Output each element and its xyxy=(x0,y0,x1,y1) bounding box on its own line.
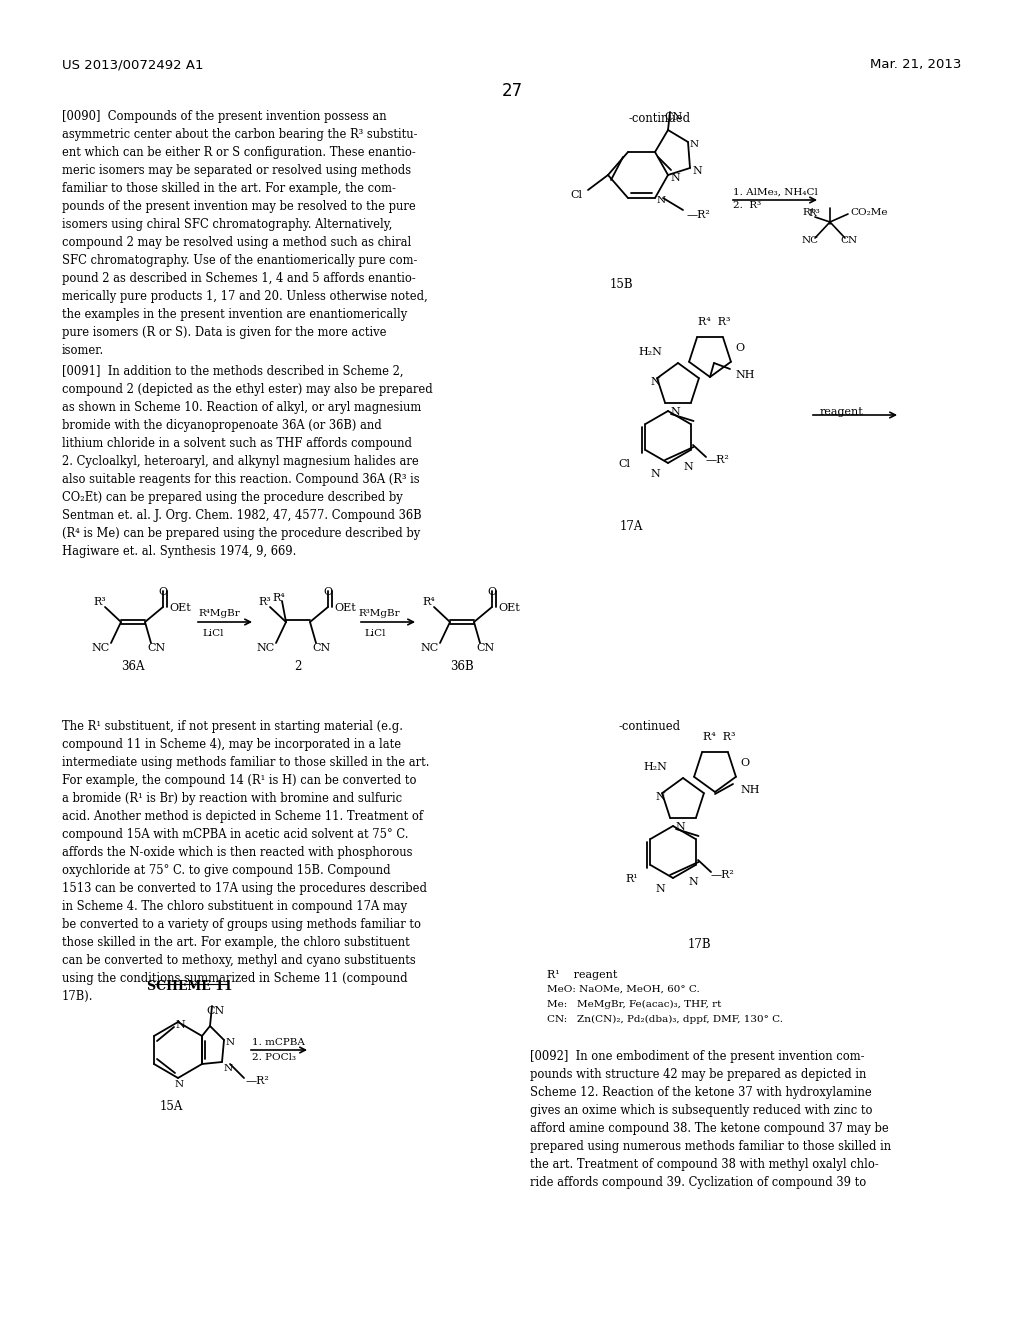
Text: H₂N: H₂N xyxy=(643,762,667,772)
Text: NC: NC xyxy=(91,643,110,653)
Text: CN:   Zn(CN)₂, Pd₂(dba)₃, dppf, DMF, 130° C.: CN: Zn(CN)₂, Pd₂(dba)₃, dppf, DMF, 130° … xyxy=(547,1015,783,1024)
Text: N: N xyxy=(655,884,665,894)
Text: 36A: 36A xyxy=(121,660,144,673)
Text: 2.  R³: 2. R³ xyxy=(733,201,761,210)
Text: N: N xyxy=(650,469,659,479)
Text: O: O xyxy=(487,587,496,597)
Text: N: N xyxy=(655,792,665,803)
Text: R⁴  R³: R⁴ R³ xyxy=(698,317,730,327)
Text: N: N xyxy=(650,378,659,387)
Text: -continued: -continued xyxy=(618,719,681,733)
Text: LiCl: LiCl xyxy=(202,630,223,638)
Text: 2. POCl₃: 2. POCl₃ xyxy=(252,1053,296,1063)
Text: 1. mCPBA: 1. mCPBA xyxy=(252,1038,305,1047)
Text: LiCl: LiCl xyxy=(364,630,385,638)
Text: N: N xyxy=(690,140,699,149)
Text: O: O xyxy=(158,587,167,597)
Text: R¹: R¹ xyxy=(625,874,638,884)
Text: N: N xyxy=(670,173,680,183)
Text: N: N xyxy=(226,1038,236,1047)
Text: NC: NC xyxy=(420,643,438,653)
Text: CN: CN xyxy=(476,643,495,653)
Text: [0090]  Compounds of the present invention possess an
asymmetric center about th: [0090] Compounds of the present inventio… xyxy=(62,110,428,356)
Text: —R²: —R² xyxy=(687,210,711,220)
Text: N: N xyxy=(175,1020,184,1030)
Text: The R¹ substituent, if not present in starting material (e.g.
compound 11 in Sch: The R¹ substituent, if not present in st… xyxy=(62,719,429,1003)
Text: [0092]  In one embodiment of the present invention com-
pounds with structure 42: [0092] In one embodiment of the present … xyxy=(530,1049,891,1189)
Text: Cl: Cl xyxy=(618,459,630,469)
Text: 27: 27 xyxy=(502,82,522,100)
Text: -continued: -continued xyxy=(629,112,691,125)
Text: R⁴: R⁴ xyxy=(802,209,814,216)
Text: O: O xyxy=(323,587,332,597)
Text: [0091]  In addition to the methods described in Scheme 2,
compound 2 (depicted a: [0091] In addition to the methods descri… xyxy=(62,366,433,558)
Text: 36B: 36B xyxy=(450,660,474,673)
Text: —R²: —R² xyxy=(711,870,735,880)
Text: R⁴MgBr: R⁴MgBr xyxy=(198,609,240,618)
Text: CO₂Me: CO₂Me xyxy=(850,209,888,216)
Text: OEt: OEt xyxy=(169,603,190,612)
Text: N: N xyxy=(657,195,667,205)
Text: NH: NH xyxy=(735,370,755,380)
Text: Me:   MeMgBr, Fe(acac)₃, THF, rt: Me: MeMgBr, Fe(acac)₃, THF, rt xyxy=(547,1001,721,1008)
Text: NH: NH xyxy=(740,785,760,795)
Text: OEt: OEt xyxy=(334,603,355,612)
Text: OEt: OEt xyxy=(498,603,520,612)
Text: R³: R³ xyxy=(808,209,820,218)
Text: R³: R³ xyxy=(258,597,270,607)
Text: N: N xyxy=(683,462,693,473)
Text: N: N xyxy=(175,1080,184,1089)
Text: CN: CN xyxy=(840,236,857,246)
Text: R⁴  R³: R⁴ R³ xyxy=(703,733,735,742)
Text: —R²: —R² xyxy=(706,455,730,465)
Text: NC: NC xyxy=(256,643,274,653)
Text: H₂N: H₂N xyxy=(638,347,662,356)
Text: R⁴: R⁴ xyxy=(422,597,435,607)
Text: N: N xyxy=(675,822,685,832)
Text: 17A: 17A xyxy=(620,520,643,533)
Text: Mar. 21, 2013: Mar. 21, 2013 xyxy=(870,58,962,71)
Text: US 2013/0072492 A1: US 2013/0072492 A1 xyxy=(62,58,204,71)
Text: 15A: 15A xyxy=(160,1100,183,1113)
Text: NC: NC xyxy=(802,236,819,246)
Text: reagent: reagent xyxy=(820,407,864,417)
Text: CN: CN xyxy=(206,1006,224,1016)
Text: 2: 2 xyxy=(294,660,301,673)
Text: CN: CN xyxy=(147,643,165,653)
Text: R³MgBr: R³MgBr xyxy=(358,609,399,618)
Text: CN: CN xyxy=(312,643,331,653)
Text: 15B: 15B xyxy=(610,279,634,290)
Text: O: O xyxy=(735,343,744,352)
Text: 1. AlMe₃, NH₄Cl: 1. AlMe₃, NH₄Cl xyxy=(733,187,818,197)
Text: N: N xyxy=(224,1064,233,1073)
Text: MeO: NaOMe, MeOH, 60° C.: MeO: NaOMe, MeOH, 60° C. xyxy=(547,985,699,994)
Text: SCHEME 11: SCHEME 11 xyxy=(147,979,232,993)
Text: O: O xyxy=(740,758,750,768)
Text: R³: R³ xyxy=(93,597,105,607)
Text: N: N xyxy=(692,166,701,176)
Text: R¹    reagent: R¹ reagent xyxy=(547,970,617,979)
Text: N: N xyxy=(688,876,697,887)
Text: —R²: —R² xyxy=(246,1076,270,1086)
Text: N: N xyxy=(670,407,680,417)
Text: 17B: 17B xyxy=(688,939,712,950)
Text: CN: CN xyxy=(664,112,682,121)
Text: R⁴: R⁴ xyxy=(272,593,285,603)
Text: Cl: Cl xyxy=(570,190,582,201)
